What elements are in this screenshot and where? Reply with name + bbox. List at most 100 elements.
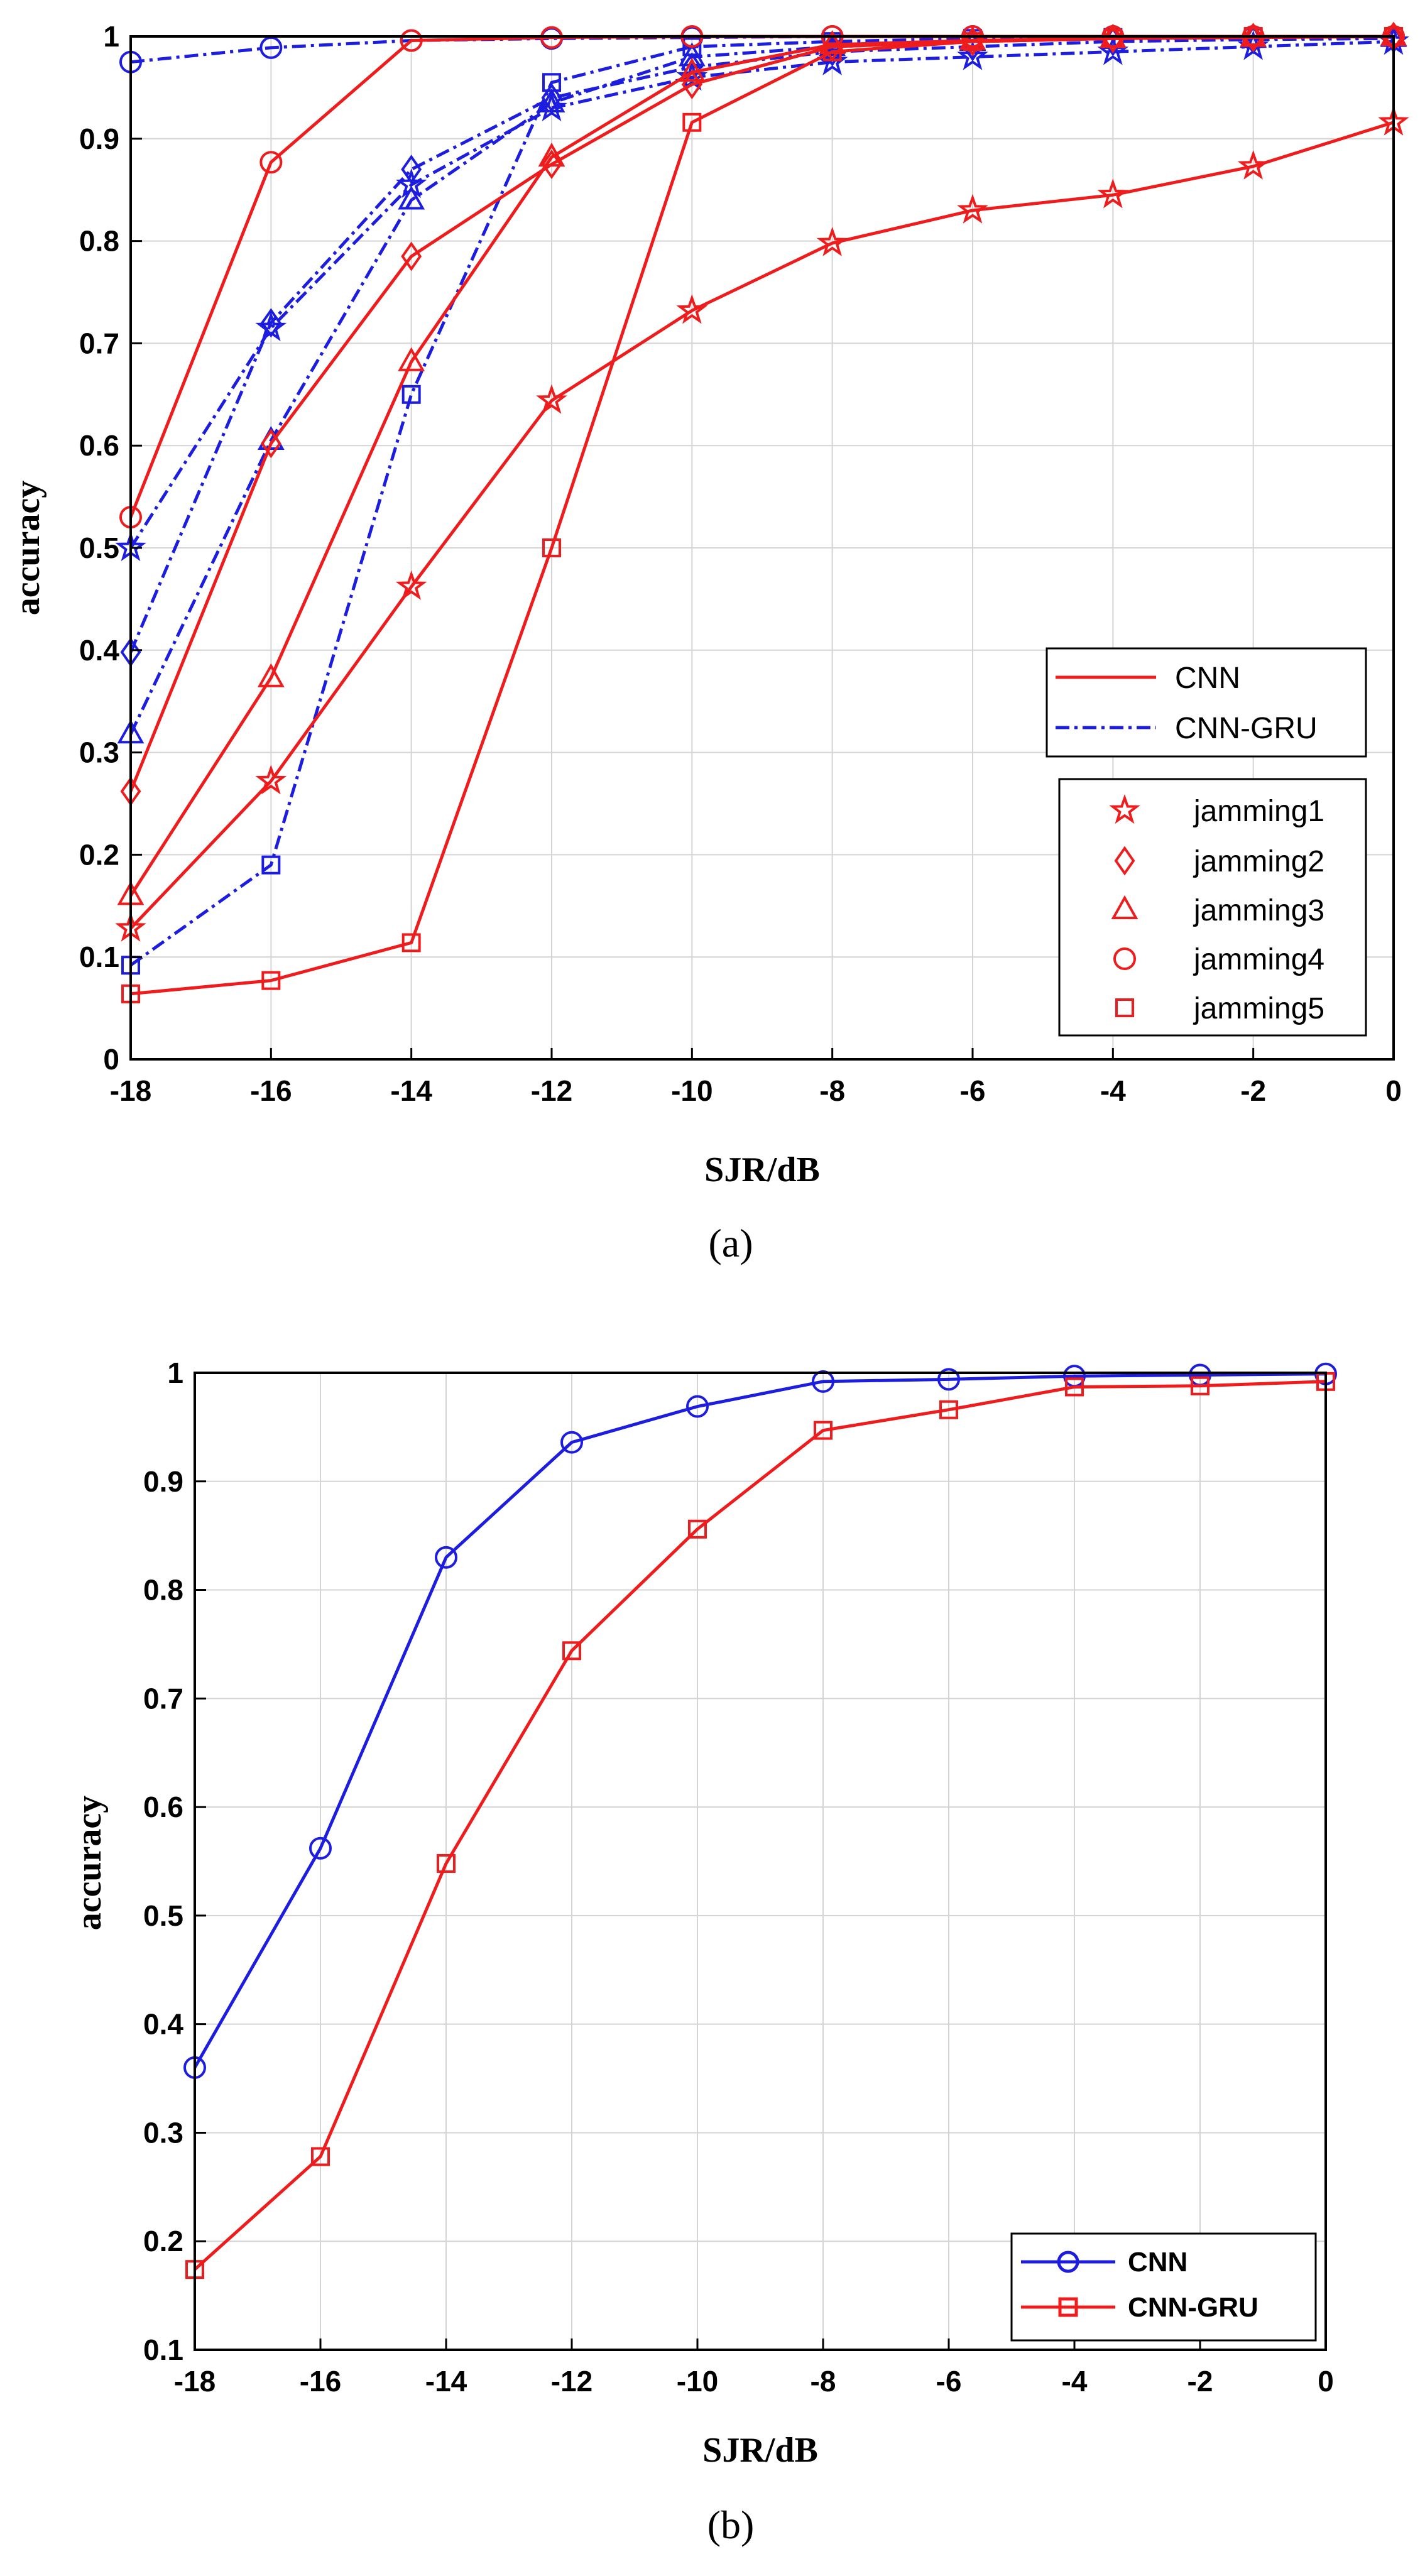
x-tick-label: -14: [390, 1074, 432, 1107]
data-point-square: [401, 933, 421, 952]
chart-b-legend: CNN CNN-GRU: [1010, 2232, 1317, 2342]
y-tick-label: 0.9: [79, 123, 119, 155]
chart-b-legend-square-icon: [1058, 2297, 1078, 2317]
y-tick-label: 0.2: [143, 2225, 183, 2257]
data-point-star: [676, 61, 708, 91]
x-tick-label: -12: [551, 2365, 592, 2398]
y-tick-label: 0.6: [79, 429, 119, 462]
chart-a-legend-cnngru-label: CNN-GRU: [1175, 712, 1318, 745]
diamond-icon: [1114, 846, 1135, 876]
chart-a-legend-circle-icon: [1113, 947, 1136, 970]
y-tick-label: 0.6: [143, 1791, 183, 1823]
y-tick-label: 0.7: [143, 1682, 183, 1715]
x-tick-label: -8: [819, 1074, 845, 1107]
x-tick-label: -4: [1062, 2365, 1088, 2398]
y-tick-label: 1: [103, 20, 119, 53]
series-line: [129, 121, 1394, 930]
chart-a-legend-jamming2-label: jamming2: [1193, 845, 1324, 878]
chart-a-legend-models-box: [1046, 647, 1367, 758]
data-point-square: [822, 42, 842, 62]
chart-a: -18 -16 -14 -12 -10 -8 -6 -4 -2 0 0 0.1 0.2 0.3 0.4 0.5…: [8, 20, 1409, 1265]
chart-b-xlabel: SJR/dB: [702, 2431, 818, 2470]
chart-a-legend-jamming3-label: jamming3: [1193, 894, 1324, 927]
data-point-diamond: [541, 150, 562, 179]
x-tick-label: -16: [300, 2365, 341, 2398]
chart-a-legend-diamond-icon: [1114, 846, 1135, 876]
data-point-star: [536, 384, 567, 414]
data-point-square: [1191, 1376, 1209, 1395]
x-tick-label: -18: [110, 1074, 151, 1107]
chart-b-legend-cnngru-label: CNN-GRU: [1128, 2292, 1258, 2323]
data-point-square: [542, 73, 561, 92]
data-point-square: [542, 538, 561, 557]
data-point-star: [255, 765, 287, 795]
series-line: [193, 1372, 1326, 2069]
data-point-square: [261, 855, 281, 875]
chart-b-series: [183, 1362, 1337, 2279]
data-point-circle: [259, 151, 283, 174]
data-point-triangle: [398, 347, 425, 371]
data-point-triangle: [538, 88, 565, 112]
y-tick-label: 0.8: [79, 225, 119, 258]
x-tick-label: -18: [174, 2365, 216, 2398]
chart-b-caption: (b): [707, 2502, 755, 2547]
y-tick-label: 0.2: [79, 838, 119, 871]
data-point-square: [682, 37, 702, 57]
series-cnn-gru: [185, 1372, 1335, 2279]
chart-a-legend-models: CNN CNN-GRU: [1046, 647, 1367, 758]
data-point-star: [395, 570, 427, 600]
data-point-diamond: [1243, 23, 1264, 53]
data-point-square: [261, 971, 281, 990]
chart-a-legend-jamming1-label: jamming1: [1193, 795, 1324, 828]
chart-a-legend-jamming4-label: jamming4: [1193, 943, 1324, 976]
x-tick-label: -6: [936, 2365, 962, 2398]
data-point-square: [1103, 29, 1123, 48]
y-tick-label: 0.5: [143, 1899, 183, 1932]
data-point-square: [311, 2147, 330, 2166]
data-point-circle: [560, 1431, 583, 1454]
series-line: [194, 1380, 1326, 2271]
data-point-diamond: [260, 308, 281, 338]
chart-b-ylabel: accuracy: [70, 1796, 109, 1931]
chart-b-ticks: -18 -16 -14 -12 -10 -8 -6 -4 -2 0 0.1 0.2 0.3 0.4 0.5 0…: [143, 1356, 1334, 2398]
series-cnn-gru-jamming3: [117, 23, 1407, 744]
data-point-circle: [400, 29, 423, 52]
chart-a-xlabel: SJR/dB: [704, 1150, 820, 1189]
data-point-square: [963, 32, 982, 52]
x-tick-label: -8: [811, 2365, 836, 2398]
chart-a-legend-jamming5-label: jamming5: [1193, 992, 1324, 1025]
series-cnn-gru-jamming1: [115, 25, 1409, 562]
x-tick-label: -2: [1188, 2365, 1213, 2398]
x-tick-label: -10: [677, 2365, 718, 2398]
series-cnn-jamming3: [117, 21, 1407, 905]
chart-a-caption: (a): [708, 1221, 753, 1265]
square-icon: [1115, 998, 1134, 1017]
y-tick-label: 0.3: [143, 2116, 183, 2149]
data-point-square: [682, 112, 702, 132]
y-tick-label: 0.8: [143, 1574, 183, 1607]
data-point-star: [1237, 150, 1269, 180]
data-point-star: [957, 40, 988, 70]
chart-a-legend-star-icon: [1109, 794, 1140, 824]
series-line: [129, 40, 1394, 549]
series-line: [129, 35, 1394, 897]
y-tick-label: 0.1: [79, 941, 119, 973]
y-tick-label: 0.1: [143, 2333, 183, 2366]
data-point-triangle: [538, 143, 565, 167]
chart-b: -18 -16 -14 -12 -10 -8 -6 -4 -2 0 0.1 0.2 0.3 0.4 0.5 0…: [70, 1356, 1337, 2547]
data-point-star: [816, 226, 848, 256]
chart-a-legend-triangle-icon: [1111, 895, 1138, 919]
series-line: [129, 36, 1394, 653]
x-tick-label: -2: [1240, 1074, 1266, 1107]
data-point-diamond: [1102, 23, 1123, 53]
data-point-square: [401, 385, 421, 404]
data-point-circle: [435, 1546, 457, 1569]
data-point-circle: [309, 1836, 332, 1860]
data-point-square: [562, 1641, 581, 1661]
x-tick-label: 0: [1385, 1074, 1402, 1107]
data-point-triangle: [398, 185, 425, 210]
chart-b-legend-circle-icon: [1057, 2251, 1079, 2273]
y-tick-label: 0.4: [79, 634, 119, 667]
y-tick-label: 0.7: [79, 327, 119, 359]
chart-a-legend-markers: jamming1 jamming2 jamming3 jamming4 jamm…: [1058, 778, 1367, 1037]
